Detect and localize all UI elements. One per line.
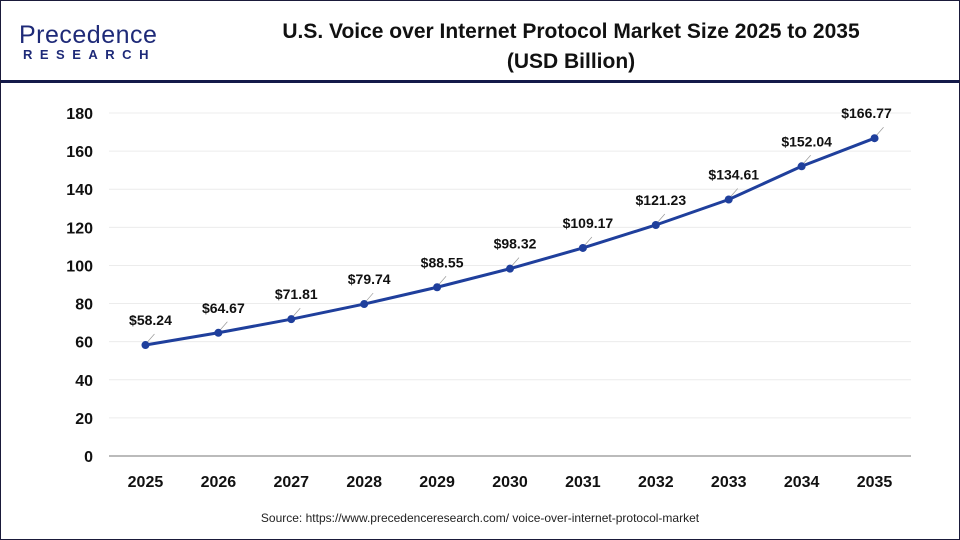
label-leader — [438, 276, 447, 285]
label-leader — [511, 257, 520, 266]
y-tick-label: 80 — [75, 297, 93, 314]
x-tick-label: 2033 — [711, 474, 747, 491]
x-tick-label: 2035 — [857, 474, 893, 491]
x-tick-label: 2027 — [273, 474, 309, 491]
x-tick-label: 2029 — [419, 474, 455, 491]
data-point — [506, 264, 514, 273]
data-label: $64.67 — [202, 300, 245, 316]
label-leader — [584, 236, 593, 246]
y-tick-label: 100 — [66, 258, 93, 275]
data-label: $71.81 — [275, 286, 318, 302]
data-label: $88.55 — [421, 254, 464, 270]
x-tick-label: 2032 — [638, 474, 674, 491]
label-leader — [365, 292, 374, 302]
header-divider — [1, 80, 959, 83]
data-point — [433, 283, 442, 292]
x-tick-label: 2030 — [492, 474, 528, 491]
data-point — [651, 220, 660, 229]
data-point — [287, 315, 296, 324]
title-line1: U.S. Voice over Internet Protocol Market… — [282, 20, 860, 43]
x-tick-label: 2028 — [346, 474, 382, 491]
data-point — [141, 341, 150, 350]
chart-title: U.S. Voice over Internet Protocol Market… — [201, 17, 941, 77]
data-label: $98.32 — [494, 236, 537, 252]
label-leader — [803, 155, 811, 164]
y-tick-label: 120 — [66, 220, 93, 237]
data-point — [578, 243, 587, 252]
x-tick-label: 2031 — [565, 474, 601, 491]
y-tick-label: 60 — [75, 335, 93, 352]
data-label: $58.24 — [129, 312, 172, 328]
data-label: $121.23 — [636, 192, 687, 208]
y-tick-label: 160 — [66, 144, 93, 161]
data-label: $79.74 — [348, 271, 391, 287]
label-leader — [657, 213, 666, 223]
y-tick-label: 20 — [75, 411, 93, 428]
label-leader — [220, 321, 228, 330]
data-label: $134.61 — [708, 166, 759, 182]
label-leader — [293, 307, 301, 317]
data-point — [360, 300, 369, 309]
precedence-research-logo: Precedence RESEARCH — [19, 21, 159, 65]
y-tick-label: 180 — [66, 106, 93, 123]
logo-line1: Precedence — [19, 21, 158, 49]
y-tick-label: 0 — [84, 449, 93, 466]
x-tick-label: 2034 — [784, 474, 820, 491]
data-point — [870, 134, 879, 143]
line-chart: 0 20 40 60 80 100 120 140 160 180 2025 2026 2027 2028… — [66, 105, 911, 491]
x-tick-label: 2026 — [201, 474, 237, 491]
logo-line2: RESEARCH — [23, 47, 156, 62]
data-label: $152.04 — [781, 133, 832, 149]
data-label: $109.17 — [563, 215, 614, 231]
y-tick-label: 40 — [75, 373, 93, 390]
data-label: $166.77 — [841, 105, 892, 121]
title-line2: (USD Billion) — [506, 50, 636, 73]
data-point — [724, 195, 733, 204]
label-leader — [876, 126, 884, 136]
data-point — [214, 328, 223, 337]
label-leader — [147, 333, 155, 343]
label-leader — [730, 188, 738, 197]
data-point — [797, 162, 806, 171]
x-tick-label: 2025 — [128, 474, 164, 491]
source-text: Source: https://www.precedenceresearch.c… — [260, 511, 700, 525]
y-tick-label: 140 — [66, 182, 93, 199]
